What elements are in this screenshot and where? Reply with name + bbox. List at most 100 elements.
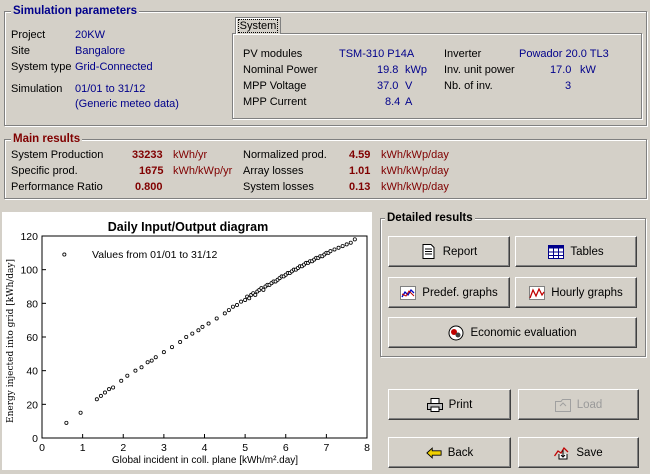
detailed-results-title: Detailed results (385, 212, 475, 224)
data-point (206, 321, 211, 326)
data-point (149, 358, 154, 363)
x-tick-label: 1 (80, 442, 86, 454)
array-losses-value: 1.01 (349, 165, 371, 177)
nominal-power-value: 19.8 (377, 64, 399, 76)
x-tick-label: 6 (283, 442, 289, 454)
data-point (340, 244, 345, 249)
specific-prod-value: 1675 (139, 165, 164, 177)
y-tick-label: 80 (26, 298, 38, 310)
report-button[interactable]: Report (388, 236, 510, 267)
tab-system[interactable]: System (235, 17, 281, 34)
print-button[interactable]: Print (388, 389, 511, 420)
data-point (243, 297, 248, 302)
nominal-power-label: Nominal Power (243, 64, 318, 76)
system-losses-unit: kWh/kWp/day (381, 181, 449, 193)
normalized-prod-unit: kWh/kWp/day (381, 149, 449, 161)
x-tick-label: 5 (242, 442, 248, 454)
data-point (107, 387, 112, 392)
print-label: Print (448, 398, 473, 411)
inv-unit-power-value: 17.0 (550, 64, 572, 76)
data-point (247, 296, 252, 301)
system-tab-panel (232, 33, 642, 119)
io-diagram-panel: Daily Input/Output diagram Global incide… (2, 212, 372, 470)
x-tick-label: 8 (364, 442, 370, 454)
data-point (125, 373, 130, 378)
data-point (336, 245, 341, 250)
mpp-voltage-unit: V (405, 80, 413, 92)
system-production-value: 33233 (132, 149, 163, 161)
back-label: Back (447, 446, 474, 459)
mpp-current-unit: A (405, 96, 413, 108)
chart-x-axis-label: Global incident in coll. plane [kWh/m².d… (112, 455, 298, 466)
data-point (139, 365, 144, 370)
save-button[interactable]: Save (518, 437, 639, 468)
data-point (253, 292, 258, 297)
predef-graphs-button[interactable]: Predef. graphs (388, 277, 510, 308)
load-button[interactable]: Load (518, 389, 639, 420)
hourly-graph-icon (529, 285, 546, 301)
performance-ratio-label: Performance Ratio (11, 181, 103, 193)
data-point (145, 360, 150, 365)
data-point (234, 303, 239, 308)
data-point (352, 237, 357, 242)
inverter-value: Powador 20.0 TL3 (519, 48, 609, 60)
main-results-panel: Main results (4, 133, 647, 199)
data-point (200, 324, 205, 329)
data-point (348, 240, 353, 245)
table-icon (548, 244, 565, 260)
nb-inv-value: 3 (565, 80, 572, 92)
data-point (119, 378, 124, 383)
data-point (222, 311, 227, 316)
data-point (230, 304, 235, 309)
y-tick-label: 100 (20, 265, 38, 277)
data-point (332, 247, 337, 252)
nominal-power-unit: kWp (405, 64, 427, 76)
tables-button[interactable]: Tables (515, 236, 637, 267)
data-point (78, 410, 83, 415)
system-losses-label: System losses (243, 181, 314, 193)
economic-evaluation-button[interactable]: Economic evaluation (388, 317, 637, 348)
back-arrow-icon (425, 445, 442, 461)
line-graph-icon (400, 285, 417, 301)
pv-modules-value: TSM-310 P14A (339, 48, 415, 60)
chart-y-axis-label: Energy injected into grid [kWh/day] (6, 259, 16, 423)
report-icon (421, 244, 437, 260)
data-point (94, 397, 99, 402)
save-icon (554, 445, 570, 461)
hourly-graphs-button[interactable]: Hourly graphs (515, 277, 637, 308)
normalized-prod-value: 4.59 (349, 149, 371, 161)
site-label: Site (11, 45, 30, 57)
data-point (226, 308, 231, 313)
data-point (344, 242, 349, 247)
y-tick-label: 120 (20, 231, 38, 243)
data-point (214, 316, 219, 321)
simulation-period-value: 01/01 to 31/12 (75, 83, 146, 95)
save-label: Save (576, 446, 603, 459)
data-point (328, 249, 333, 254)
mpp-voltage-label: MPP Voltage (243, 80, 307, 92)
data-point (261, 287, 266, 292)
chart-annotation: Values from 01/01 to 31/12 (92, 249, 217, 261)
system-production-unit: kWh/yr (173, 149, 208, 161)
data-point (62, 252, 67, 257)
inverter-label: Inverter (444, 48, 482, 60)
performance-ratio-value: 0.800 (135, 181, 163, 193)
normalized-prod-label: Normalized prod. (243, 149, 327, 161)
project-value: 20KW (75, 29, 105, 41)
data-point (111, 385, 116, 390)
data-point (184, 335, 189, 340)
nb-inv-label: Nb. of inv. (444, 80, 493, 92)
y-tick-label: 0 (32, 433, 38, 445)
back-button[interactable]: Back (388, 437, 511, 468)
tables-label: Tables (570, 245, 604, 258)
x-tick-label: 2 (120, 442, 126, 454)
mpp-current-value: 8.4 (385, 96, 401, 108)
x-tick-label: 0 (39, 442, 45, 454)
data-point (98, 393, 103, 398)
array-losses-label: Array losses (243, 165, 304, 177)
data-point (169, 345, 174, 350)
y-tick-label: 60 (26, 332, 38, 344)
system-production-label: System Production (11, 149, 104, 161)
data-point (190, 331, 195, 336)
x-tick-label: 7 (323, 442, 329, 454)
